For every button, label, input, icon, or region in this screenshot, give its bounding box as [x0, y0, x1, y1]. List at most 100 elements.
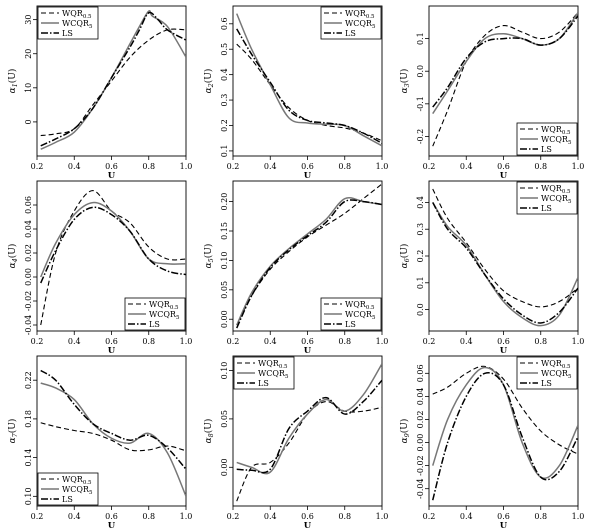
y-tick-label: 0.0: [416, 303, 425, 316]
x-tick-label: 0.8: [534, 512, 547, 521]
series-line-wqr: [40, 422, 186, 452]
x-tick-label: 0.6: [497, 337, 510, 346]
x-tick-label: 1.0: [180, 337, 193, 346]
legend-label: WQR0.5: [345, 300, 375, 311]
y-tick-label: 0.02: [416, 411, 425, 429]
x-tick-label: 0.4: [68, 162, 81, 171]
series-line-ls: [432, 15, 578, 108]
y-tick-label: 0.0: [416, 65, 425, 78]
legend-label: WQR0.5: [345, 9, 375, 20]
y-tick-label: 0.4: [220, 68, 229, 81]
legend-label: WQR0.5: [149, 300, 179, 311]
x-tick-label: 0.6: [497, 162, 510, 171]
x-tick-label: 0.8: [534, 162, 547, 171]
series-line-wcqr: [432, 12, 578, 115]
x-tick-label: 0.2: [227, 512, 240, 521]
y-tick-label: 0.3: [220, 94, 229, 107]
legend-label: WQR0.5: [541, 125, 571, 136]
x-tick-label: 0.6: [105, 512, 118, 521]
legend-label: LS: [541, 379, 552, 388]
series-line-ls: [236, 199, 382, 329]
y-tick-label: 0.10: [24, 487, 33, 505]
y-tick-label: 0.3: [416, 223, 425, 236]
x-axis-label: U: [304, 521, 312, 529]
x-tick-label: 1.0: [572, 162, 585, 171]
y-tick-label: 20: [24, 49, 33, 59]
y-axis-label: α4(U): [7, 244, 19, 269]
y-tick-label: -0.02: [24, 291, 33, 312]
legend-label: WCQR5: [62, 485, 93, 496]
legend-label: WCQR5: [258, 369, 289, 380]
x-tick-label: 1.0: [376, 162, 389, 171]
x-tick-label: 0.2: [423, 512, 436, 521]
y-axis-label: α5(U): [203, 244, 215, 269]
x-tick-label: 0.8: [142, 337, 155, 346]
y-axis-label: α8(U): [203, 419, 215, 444]
series-line-wqr: [236, 43, 382, 142]
legend-label: WCQR5: [345, 19, 376, 30]
series-line-ls: [236, 379, 382, 474]
series-line-wqr: [432, 188, 578, 308]
legend-label: WCQR5: [541, 194, 572, 205]
y-axis-label: α3(U): [399, 69, 411, 94]
panel-7: 0.2 0.4 0.6 0.8 1.0 U 0.10 0.14 0.18 0.22 α7(U) WQR…: [7, 355, 192, 529]
x-tick-label: 0.8: [338, 512, 351, 521]
x-axis-label: U: [500, 346, 508, 356]
y-tick-label: 0.10: [220, 362, 229, 380]
legend-label: WQR0.5: [541, 184, 571, 195]
y-tick-label: -0.1: [416, 96, 425, 111]
x-tick-label: 0.2: [423, 337, 436, 346]
y-tick-label: 0.2: [416, 250, 425, 263]
legend-label: LS: [541, 204, 552, 213]
x-tick-label: 0.8: [142, 162, 155, 171]
x-tick-label: 0.8: [338, 337, 351, 346]
legend-label: WQR0.5: [62, 9, 92, 20]
x-tick-label: 0.8: [142, 512, 155, 521]
x-axis-label: U: [108, 346, 116, 356]
x-tick-label: 0.6: [301, 162, 314, 171]
y-tick-label: 0.22: [24, 371, 33, 389]
y-tick-label: 0: [24, 119, 33, 124]
series-line-wcqr: [40, 201, 186, 278]
y-tick-label: 0.00: [220, 458, 229, 476]
x-tick-label: 0.6: [497, 512, 510, 521]
x-tick-label: 0.6: [105, 337, 118, 346]
y-tick-label: 0.1: [416, 32, 425, 45]
y-tick-label: 0.05: [220, 410, 229, 428]
y-axis-label: α2(U): [203, 69, 215, 94]
panel-2: 0.2 0.4 0.6 0.8 1.0 U 0.1 0.2 0.3 0.4 0.5 0.6 α2(U) W…: [203, 5, 389, 181]
panel-8: 0.2 0.4 0.6 0.8 1.0 U 0.00 0.05 0.10 α8(U) WQR0.5W…: [203, 355, 388, 529]
legend-label: LS: [62, 495, 73, 504]
y-tick-label: 0.00: [24, 268, 33, 286]
x-tick-label: 1.0: [180, 162, 193, 171]
y-tick-label: -0.2: [416, 129, 425, 144]
y-tick-label: 0.06: [24, 196, 33, 214]
x-tick-label: 0.4: [460, 512, 473, 521]
x-tick-label: 0.2: [31, 162, 44, 171]
y-tick-label: 0.4: [416, 196, 425, 209]
legend-label: WCQR5: [345, 310, 376, 321]
y-tick-label: 0.10: [220, 252, 229, 270]
y-tick-label: 0.5: [220, 43, 229, 56]
x-tick-label: 0.6: [301, 512, 314, 521]
x-tick-label: 0.4: [68, 512, 81, 521]
x-axis-label: U: [304, 346, 312, 356]
x-tick-label: 0.4: [264, 337, 277, 346]
y-tick-label: 10: [24, 83, 33, 93]
legend-label: LS: [345, 320, 356, 329]
x-tick-label: 0.4: [264, 162, 277, 171]
y-tick-label: 0.00: [220, 310, 229, 328]
series-line-wcqr: [40, 382, 186, 497]
x-tick-label: 0.6: [301, 337, 314, 346]
y-axis-label: α6(U): [399, 244, 411, 269]
x-tick-label: 0.2: [227, 337, 240, 346]
x-axis-label: U: [108, 171, 116, 181]
